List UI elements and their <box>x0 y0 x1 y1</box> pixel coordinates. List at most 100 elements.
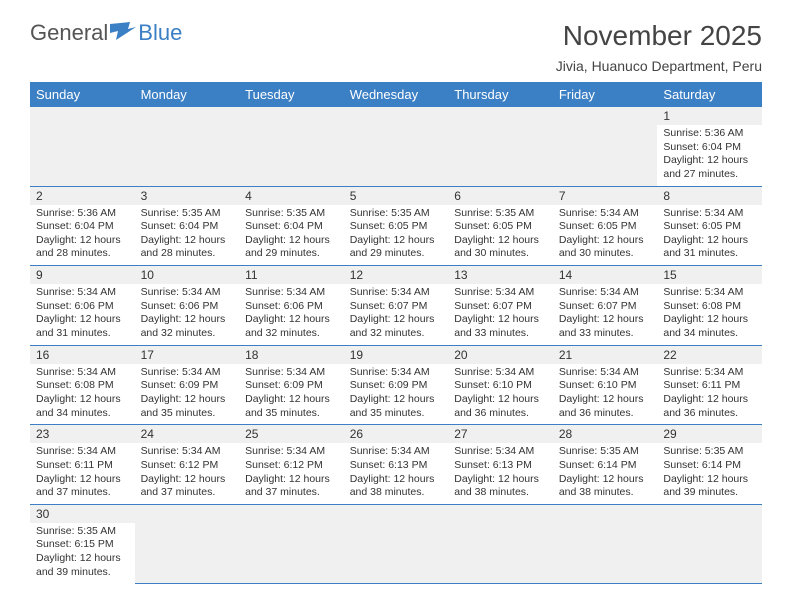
empty-cell <box>135 107 240 186</box>
day-number: 13 <box>448 266 553 284</box>
daylight-line2: and 30 minutes. <box>454 247 547 261</box>
sunset-line: Sunset: 6:04 PM <box>36 220 129 234</box>
daylight-line1: Daylight: 12 hours <box>36 473 129 487</box>
day-details: Sunrise: 5:34 AMSunset: 6:09 PMDaylight:… <box>239 364 344 425</box>
col-tuesday: Tuesday <box>239 82 344 107</box>
sunrise-line: Sunrise: 5:34 AM <box>36 366 129 380</box>
calendar-row: 23Sunrise: 5:34 AMSunset: 6:11 PMDayligh… <box>30 425 762 505</box>
sunrise-line: Sunrise: 5:35 AM <box>36 525 129 539</box>
day-details: Sunrise: 5:34 AMSunset: 6:09 PMDaylight:… <box>344 364 449 425</box>
empty-cell <box>448 504 553 583</box>
daylight-line1: Daylight: 12 hours <box>559 393 652 407</box>
day-number: 16 <box>30 346 135 364</box>
daylight-line2: and 37 minutes. <box>245 486 338 500</box>
daylight-line2: and 29 minutes. <box>350 247 443 261</box>
col-wednesday: Wednesday <box>344 82 449 107</box>
day-details: Sunrise: 5:34 AMSunset: 6:05 PMDaylight:… <box>657 205 762 266</box>
day-details: Sunrise: 5:34 AMSunset: 6:10 PMDaylight:… <box>448 364 553 425</box>
col-monday: Monday <box>135 82 240 107</box>
day-number: 11 <box>239 266 344 284</box>
sunrise-line: Sunrise: 5:34 AM <box>350 445 443 459</box>
col-saturday: Saturday <box>657 82 762 107</box>
day-cell: 22Sunrise: 5:34 AMSunset: 6:11 PMDayligh… <box>657 345 762 425</box>
day-number: 19 <box>344 346 449 364</box>
daylight-line1: Daylight: 12 hours <box>245 393 338 407</box>
daylight-line1: Daylight: 12 hours <box>36 393 129 407</box>
day-cell: 17Sunrise: 5:34 AMSunset: 6:09 PMDayligh… <box>135 345 240 425</box>
sunset-line: Sunset: 6:11 PM <box>663 379 756 393</box>
day-details: Sunrise: 5:35 AMSunset: 6:04 PMDaylight:… <box>135 205 240 266</box>
day-number: 6 <box>448 187 553 205</box>
sunrise-line: Sunrise: 5:34 AM <box>36 286 129 300</box>
day-details: Sunrise: 5:34 AMSunset: 6:06 PMDaylight:… <box>239 284 344 345</box>
sunset-line: Sunset: 6:10 PM <box>454 379 547 393</box>
empty-cell <box>448 107 553 186</box>
sunset-line: Sunset: 6:13 PM <box>350 459 443 473</box>
daylight-line1: Daylight: 12 hours <box>141 393 234 407</box>
calendar-row: 2Sunrise: 5:36 AMSunset: 6:04 PMDaylight… <box>30 186 762 266</box>
day-number: 25 <box>239 425 344 443</box>
day-cell: 20Sunrise: 5:34 AMSunset: 6:10 PMDayligh… <box>448 345 553 425</box>
daylight-line1: Daylight: 12 hours <box>36 552 129 566</box>
day-number: 15 <box>657 266 762 284</box>
sunset-line: Sunset: 6:09 PM <box>350 379 443 393</box>
daylight-line2: and 33 minutes. <box>559 327 652 341</box>
day-cell: 8Sunrise: 5:34 AMSunset: 6:05 PMDaylight… <box>657 186 762 266</box>
sunset-line: Sunset: 6:06 PM <box>36 300 129 314</box>
day-details: Sunrise: 5:34 AMSunset: 6:07 PMDaylight:… <box>344 284 449 345</box>
day-details: Sunrise: 5:34 AMSunset: 6:07 PMDaylight:… <box>448 284 553 345</box>
sunset-line: Sunset: 6:08 PM <box>36 379 129 393</box>
calendar-row: 16Sunrise: 5:34 AMSunset: 6:08 PMDayligh… <box>30 345 762 425</box>
day-number: 18 <box>239 346 344 364</box>
daylight-line1: Daylight: 12 hours <box>36 313 129 327</box>
day-cell: 25Sunrise: 5:34 AMSunset: 6:12 PMDayligh… <box>239 425 344 505</box>
sunset-line: Sunset: 6:14 PM <box>559 459 652 473</box>
sunrise-line: Sunrise: 5:34 AM <box>559 286 652 300</box>
day-cell: 11Sunrise: 5:34 AMSunset: 6:06 PMDayligh… <box>239 266 344 346</box>
day-details: Sunrise: 5:35 AMSunset: 6:04 PMDaylight:… <box>239 205 344 266</box>
daylight-line1: Daylight: 12 hours <box>663 234 756 248</box>
sunrise-line: Sunrise: 5:34 AM <box>350 366 443 380</box>
day-cell: 12Sunrise: 5:34 AMSunset: 6:07 PMDayligh… <box>344 266 449 346</box>
day-number: 3 <box>135 187 240 205</box>
empty-cell <box>30 107 135 186</box>
sunset-line: Sunset: 6:04 PM <box>663 141 756 155</box>
daylight-line2: and 30 minutes. <box>559 247 652 261</box>
day-details: Sunrise: 5:34 AMSunset: 6:13 PMDaylight:… <box>344 443 449 504</box>
day-cell: 13Sunrise: 5:34 AMSunset: 6:07 PMDayligh… <box>448 266 553 346</box>
daylight-line1: Daylight: 12 hours <box>559 473 652 487</box>
sunset-line: Sunset: 6:04 PM <box>245 220 338 234</box>
sunset-line: Sunset: 6:13 PM <box>454 459 547 473</box>
day-cell: 23Sunrise: 5:34 AMSunset: 6:11 PMDayligh… <box>30 425 135 505</box>
sunset-line: Sunset: 6:05 PM <box>454 220 547 234</box>
daylight-line2: and 32 minutes. <box>141 327 234 341</box>
col-friday: Friday <box>553 82 658 107</box>
daylight-line2: and 33 minutes. <box>454 327 547 341</box>
daylight-line1: Daylight: 12 hours <box>141 473 234 487</box>
col-sunday: Sunday <box>30 82 135 107</box>
daylight-line2: and 37 minutes. <box>36 486 129 500</box>
col-thursday: Thursday <box>448 82 553 107</box>
sunset-line: Sunset: 6:09 PM <box>245 379 338 393</box>
day-details: Sunrise: 5:35 AMSunset: 6:05 PMDaylight:… <box>344 205 449 266</box>
day-cell: 7Sunrise: 5:34 AMSunset: 6:05 PMDaylight… <box>553 186 658 266</box>
title-block: November 2025 Jivia, Huanuco Department,… <box>556 20 762 74</box>
daylight-line1: Daylight: 12 hours <box>663 154 756 168</box>
calendar-body: 1Sunrise: 5:36 AMSunset: 6:04 PMDaylight… <box>30 107 762 583</box>
sunset-line: Sunset: 6:12 PM <box>245 459 338 473</box>
daylight-line1: Daylight: 12 hours <box>141 234 234 248</box>
sunset-line: Sunset: 6:12 PM <box>141 459 234 473</box>
sunrise-line: Sunrise: 5:34 AM <box>141 286 234 300</box>
sunrise-line: Sunrise: 5:34 AM <box>141 366 234 380</box>
sunrise-line: Sunrise: 5:36 AM <box>663 127 756 141</box>
sunrise-line: Sunrise: 5:34 AM <box>454 366 547 380</box>
sunset-line: Sunset: 6:04 PM <box>141 220 234 234</box>
sunrise-line: Sunrise: 5:34 AM <box>245 445 338 459</box>
daylight-line2: and 34 minutes. <box>663 327 756 341</box>
day-number: 22 <box>657 346 762 364</box>
sunset-line: Sunset: 6:09 PM <box>141 379 234 393</box>
day-number: 24 <box>135 425 240 443</box>
daylight-line2: and 35 minutes. <box>141 407 234 421</box>
daylight-line1: Daylight: 12 hours <box>350 393 443 407</box>
daylight-line2: and 38 minutes. <box>559 486 652 500</box>
